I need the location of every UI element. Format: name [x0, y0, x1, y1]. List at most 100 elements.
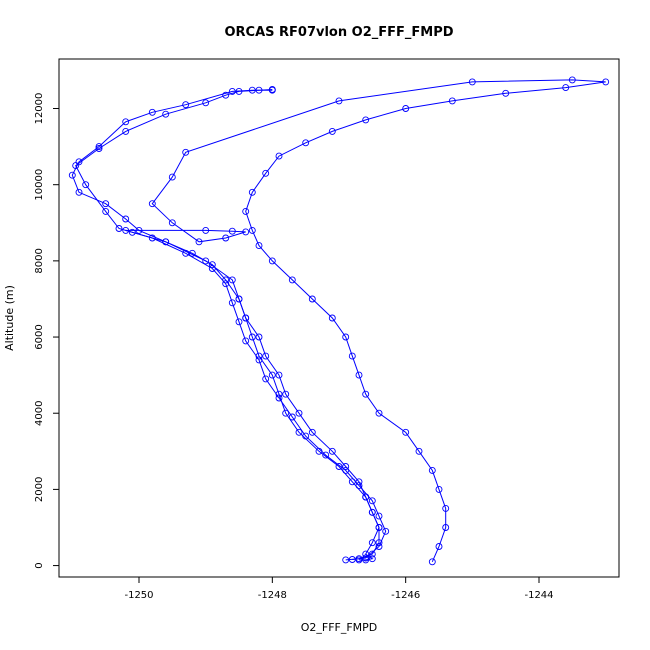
data-point — [208, 261, 216, 269]
data-point — [262, 169, 270, 177]
data-point — [162, 110, 170, 118]
x-axis-label: O2_FFF_FMPD — [301, 621, 378, 634]
data-point — [102, 207, 110, 215]
x-tick-label: -1250 — [124, 590, 153, 601]
data-point — [148, 200, 156, 208]
data-point — [182, 148, 190, 156]
x-tick-label: -1248 — [258, 590, 287, 601]
data-point — [202, 257, 210, 265]
data-point — [368, 508, 376, 516]
data-point — [228, 276, 236, 284]
data-point — [342, 466, 350, 474]
data-point — [568, 76, 576, 84]
data-point — [248, 188, 256, 196]
data-point — [435, 543, 443, 550]
data-point — [82, 181, 90, 189]
series-2 — [68, 86, 383, 564]
data-point — [448, 97, 456, 105]
x-tick-label: -1244 — [524, 590, 553, 601]
data-point — [348, 556, 356, 563]
chart-title: ORCAS RF07vlon O2_FFF_FMPD — [224, 25, 453, 40]
data-point — [288, 413, 296, 421]
data-point — [182, 101, 190, 109]
data-point — [282, 409, 290, 417]
data-point — [302, 139, 310, 147]
data-point — [148, 234, 156, 242]
data-point — [428, 466, 436, 474]
data-point — [362, 554, 370, 562]
data-point — [362, 390, 370, 398]
data-point — [122, 215, 130, 223]
data-point — [362, 116, 370, 124]
data-point — [95, 143, 103, 151]
data-point — [202, 226, 210, 234]
data-point — [335, 97, 343, 105]
data-point — [322, 451, 330, 459]
data-point — [442, 524, 450, 531]
data-point — [415, 447, 423, 455]
data-point — [368, 539, 376, 547]
data-point — [228, 87, 236, 95]
y-tick-label: 6000 — [34, 324, 45, 349]
data-point — [235, 295, 243, 303]
data-point — [375, 409, 383, 417]
data-point — [308, 428, 316, 436]
data-point — [288, 276, 296, 284]
data-point — [335, 463, 343, 470]
data-point — [442, 504, 450, 512]
data-point — [275, 152, 283, 160]
data-point — [368, 555, 376, 563]
data-point — [282, 390, 290, 398]
data-point — [355, 371, 363, 379]
y-axis: 0 2000 4000 6000 8000 10000 12000 — [34, 93, 59, 569]
data-point — [75, 188, 83, 196]
data-point — [275, 394, 283, 402]
data-point — [255, 356, 263, 364]
data-point — [375, 543, 383, 550]
data-point — [122, 226, 130, 234]
data-point — [262, 352, 270, 360]
data-point — [435, 485, 443, 493]
y-tick-label: 10000 — [34, 169, 45, 201]
data-point — [248, 86, 256, 94]
data-point — [342, 333, 350, 341]
data-point — [222, 91, 230, 99]
data-point — [68, 171, 76, 179]
data-point — [255, 333, 263, 341]
data-point — [262, 375, 270, 383]
data-point — [382, 527, 390, 535]
data-point — [275, 371, 283, 379]
y-tick-label: 4000 — [34, 400, 45, 425]
series-3 — [122, 76, 610, 566]
data-point — [268, 86, 276, 94]
data-point — [208, 265, 216, 272]
data-point — [328, 314, 336, 322]
data-point — [375, 512, 383, 520]
data-point — [428, 558, 436, 566]
data-point — [602, 78, 610, 86]
data-point — [182, 249, 190, 257]
y-tick-label: 0 — [34, 562, 45, 568]
data-point — [295, 428, 303, 436]
data-point — [562, 84, 570, 92]
data-point — [222, 234, 230, 242]
data-point — [248, 226, 256, 234]
data-point — [242, 337, 250, 345]
data-point — [168, 173, 176, 181]
data-point — [328, 127, 336, 135]
series-line — [71, 89, 380, 561]
data-point — [362, 550, 370, 558]
data-point — [502, 89, 510, 97]
y-tick-label: 8000 — [34, 248, 45, 273]
data-point — [295, 409, 303, 417]
data-point — [162, 238, 170, 246]
data-point — [328, 447, 336, 455]
data-point — [115, 225, 123, 232]
data-point — [308, 295, 316, 303]
data-point — [122, 118, 130, 126]
x-tick-label: -1246 — [391, 590, 420, 601]
data-point — [402, 428, 410, 436]
y-tick-label: 12000 — [34, 93, 45, 125]
data-point — [168, 219, 176, 227]
